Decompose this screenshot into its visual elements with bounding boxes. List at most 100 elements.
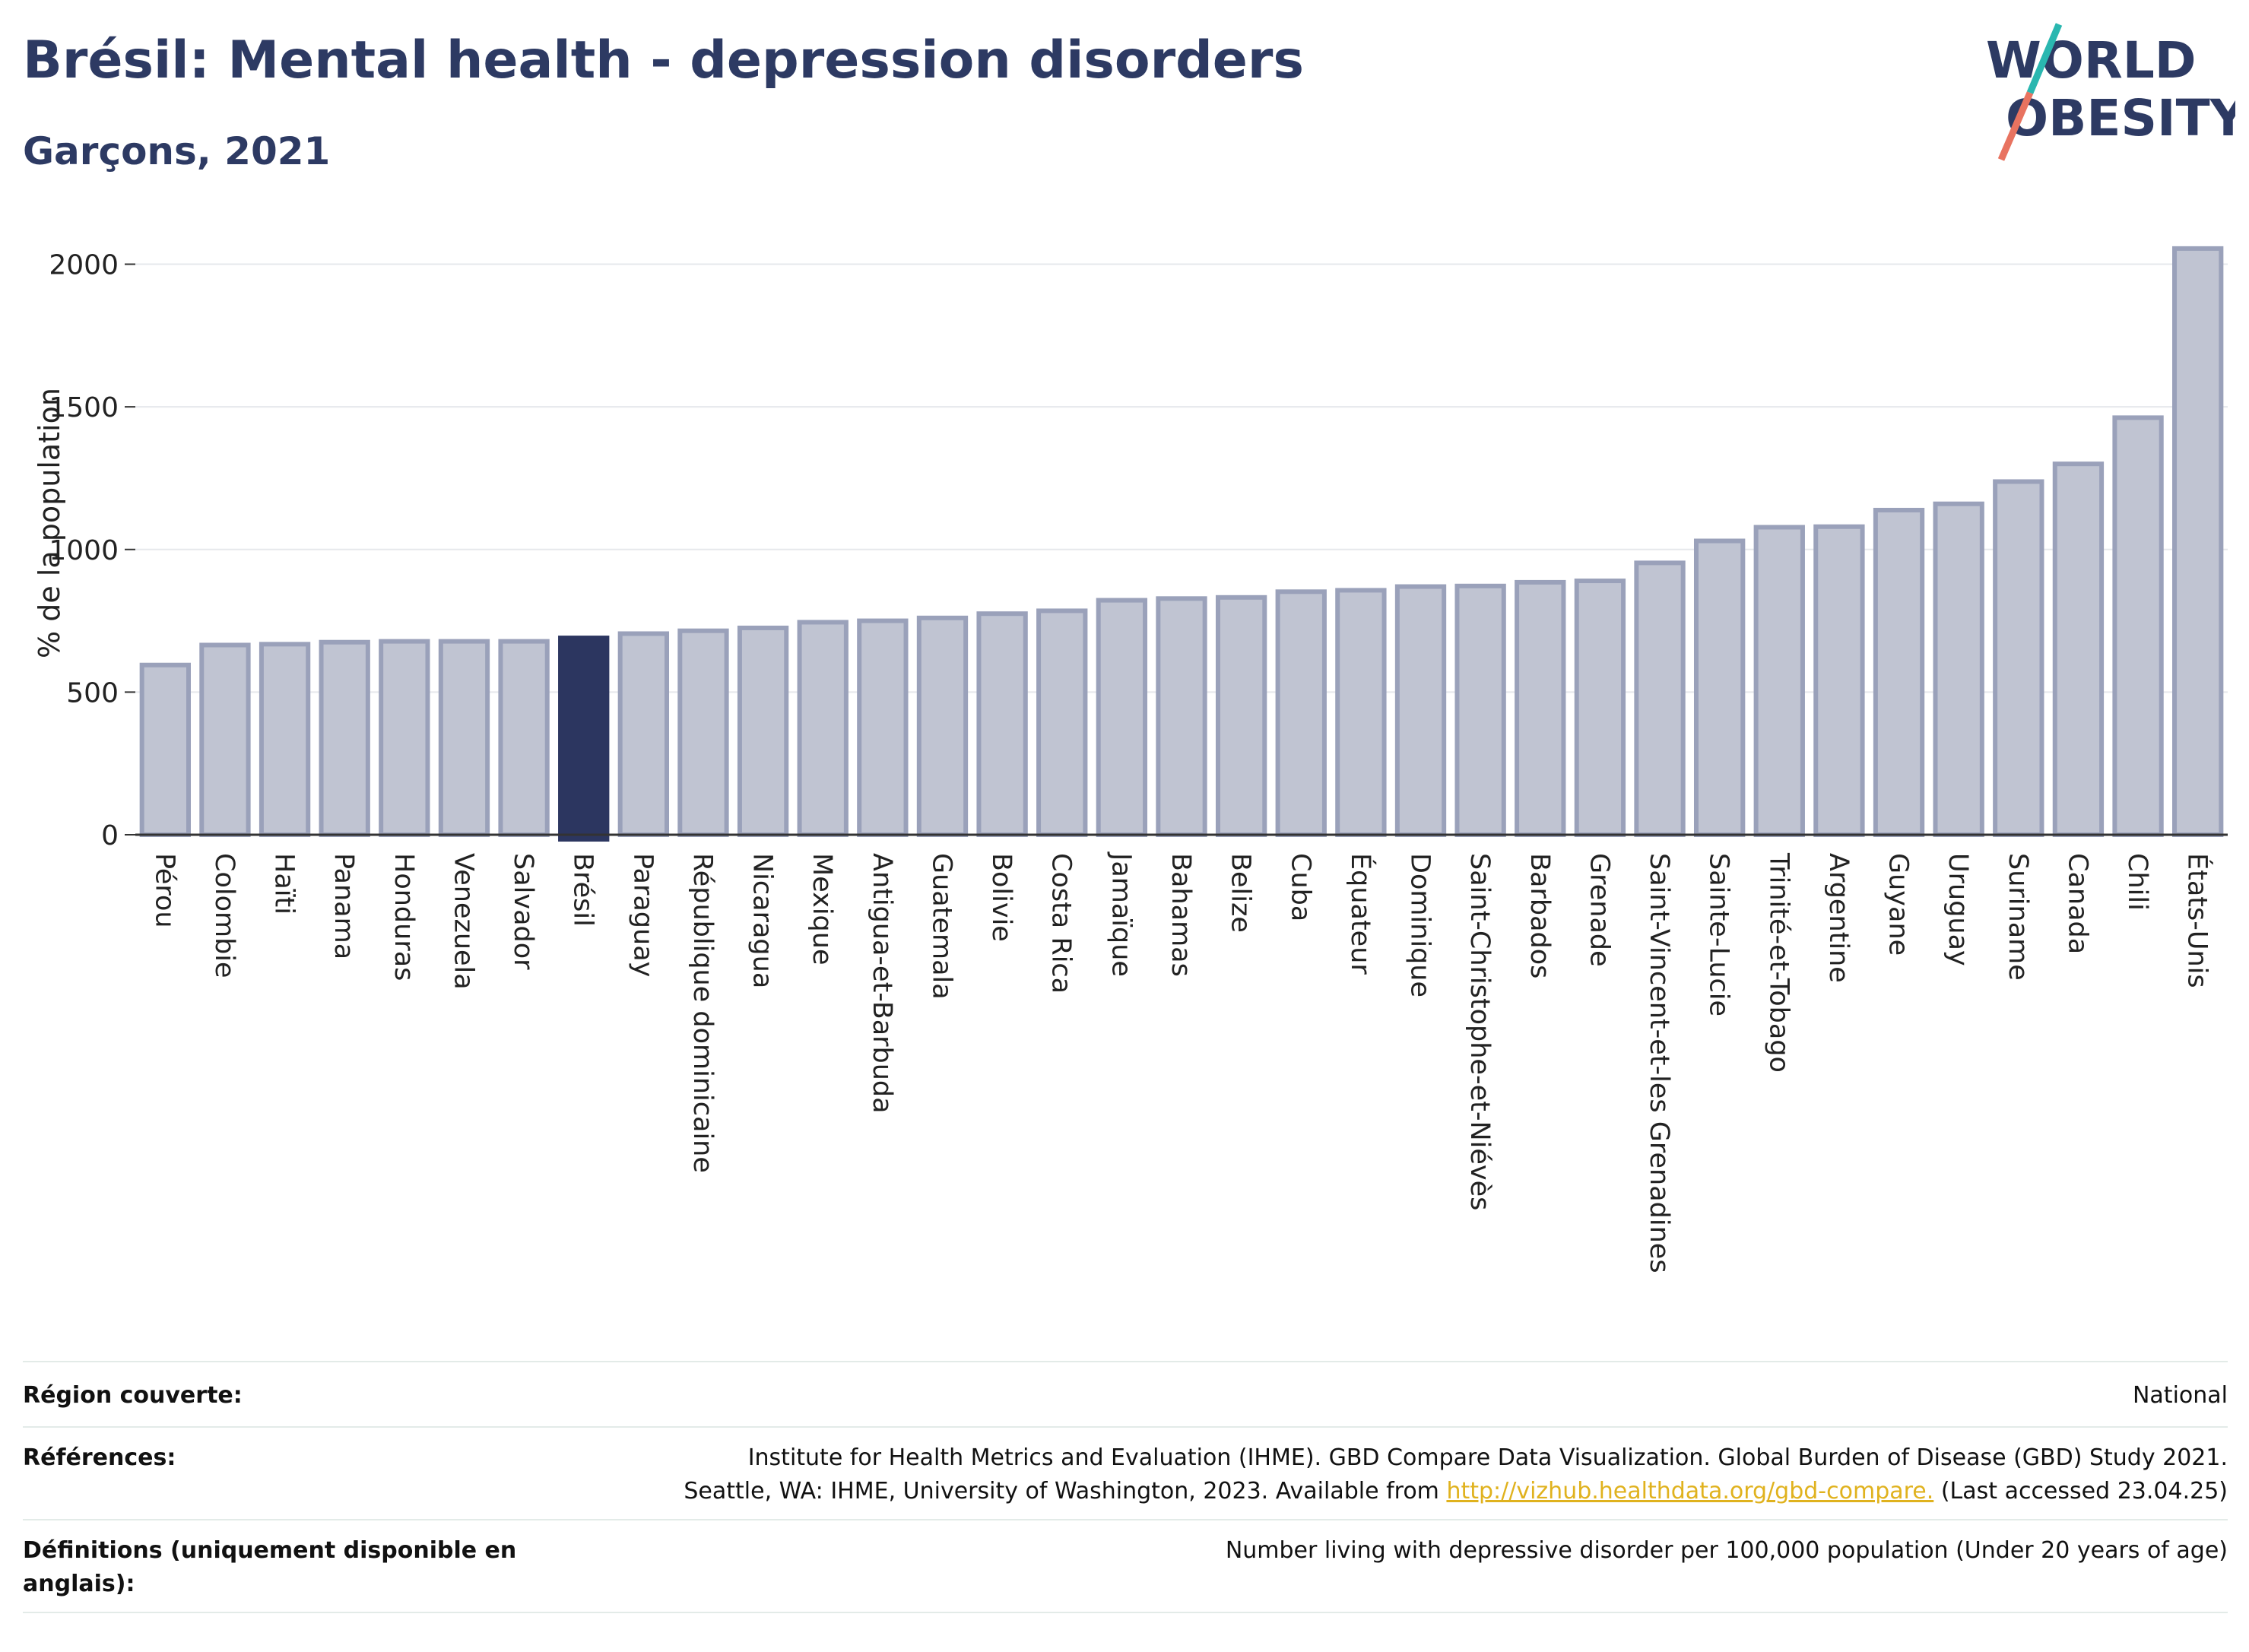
bar-nicaragua (737, 625, 789, 837)
footer-key-region: Région couverte: (23, 1382, 243, 1409)
bar-uruguay (1933, 501, 1984, 837)
references-link[interactable]: http://vizhub.healthdata.org/gbd-compare… (1446, 1478, 1934, 1505)
bar-colombie (199, 642, 251, 838)
footer-table: Région couverte: National Références: In… (23, 1361, 2228, 1613)
x-tick-label: Salvador (508, 853, 538, 970)
x-tick-label: Paraguay (627, 853, 658, 977)
footer-key-references: Références: (23, 1444, 176, 1471)
world-obesity-logo: WORLD OBESITY (1986, 23, 2235, 161)
bar-bahamas (1156, 596, 1207, 837)
footer-row-region: Région couverte: National (23, 1361, 2228, 1426)
x-tick-label: Bahamas (1166, 853, 1196, 977)
x-tick-label: Nicaragua (747, 853, 778, 988)
x-tick-label: Antigua-et-Barbuda (867, 853, 897, 1114)
x-tick-label: Barbados (1524, 853, 1555, 978)
x-tick-label: Costa Rica (1046, 853, 1077, 994)
bar-jamaïque (1096, 598, 1148, 837)
bar-dominique (1394, 584, 1447, 837)
bar-argentine (1813, 524, 1865, 837)
x-tick-label: Suriname (2003, 853, 2033, 981)
bar-canada (2052, 461, 2105, 837)
x-tick-label: Bolivie (986, 853, 1017, 942)
bars (139, 246, 2224, 842)
bar-bolivie (976, 611, 1028, 837)
bar-république-dominicaine (677, 628, 729, 837)
x-tick-label: Jamaïque (1105, 851, 1136, 977)
y-axis-label: % de la population (33, 388, 66, 658)
y-tick-label: 1500 (49, 392, 119, 423)
bar-grenade (1574, 579, 1626, 837)
footer-key-definitions: Définitions (uniquement disponible en an… (23, 1537, 517, 1597)
x-tick-label: Sainte-Lucie (1704, 853, 1734, 1016)
bar-suriname (1993, 479, 2044, 838)
bar-cuba (1275, 589, 1327, 837)
x-tick-label: Guatemala (926, 853, 956, 1000)
x-tick-label: Équateur (1345, 853, 1377, 975)
bar-mexique (797, 620, 849, 837)
bar-costa-rica (1036, 608, 1088, 837)
bar-saint-christophe-et-niévès (1454, 583, 1506, 837)
x-tick-label: République dominicaine (687, 853, 718, 1173)
x-tick-label: Honduras (389, 853, 419, 981)
x-tick-label: Brésil (568, 853, 598, 927)
bar-chili (2112, 415, 2164, 837)
x-tick-label: Dominique (1405, 853, 1435, 997)
x-tick-label: États-Unis (2182, 853, 2214, 988)
x-tick-label: Cuba (1285, 853, 1315, 921)
footer-row-references: Références: Institute for Health Metrics… (23, 1426, 2228, 1519)
bar-guyane (1873, 507, 1925, 838)
chart-subtitle: Garçons, 2021 (23, 129, 331, 173)
x-tick-label: Colombie (209, 853, 239, 978)
bar-trinité-et-tobago (1753, 525, 1805, 837)
bar-saint-vincent-et-les-grenadines (1634, 560, 1686, 837)
x-tick-label: Panama (328, 853, 359, 959)
bar-belize (1215, 595, 1267, 837)
y-tick-label: 2000 (49, 250, 119, 281)
x-tick-label: Haïti (269, 853, 300, 915)
x-tick-label: Saint-Christophe-et-Niévès (1464, 853, 1495, 1210)
x-tick-label: Argentine (1823, 853, 1854, 983)
y-tick-label: 1000 (49, 535, 119, 566)
references-line-2-post: (Last accessed 23.04.25) (1933, 1478, 2228, 1505)
x-tick-label: Venezuela (448, 853, 478, 990)
footer-value-definitions: Number living with depressive disorder p… (1225, 1537, 2228, 1564)
bar-pérou (139, 662, 191, 837)
bar-paraguay (617, 631, 670, 837)
y-tick-label: 0 (101, 820, 119, 851)
x-tick-label: Guyane (1883, 853, 1914, 956)
bar-brésil (558, 636, 610, 842)
x-tick-label: Canada (2062, 853, 2092, 954)
x-tick-label: Trinité-et-Tobago (1763, 852, 1794, 1073)
references-line-2-pre: Seattle, WA: IHME, University of Washing… (684, 1478, 1447, 1505)
axes: 0 500 1000 1500 2000 Pérou Colombie Haïti Panama… (49, 250, 2228, 1273)
bar-antigua-et-barbuda (857, 618, 909, 837)
bar-venezuela (438, 639, 490, 837)
x-tick-label: Mexique (807, 853, 837, 966)
x-tick-label: Pérou (149, 853, 179, 928)
bar-sainte-lucie (1693, 538, 1746, 837)
bar-panama (319, 639, 370, 838)
x-tick-label: Saint-Vincent-et-les Grenadines (1644, 853, 1674, 1273)
footer-value-region: National (2132, 1382, 2228, 1409)
bar-honduras (379, 639, 430, 837)
bar-haïti (259, 642, 311, 837)
y-tick-label: 500 (66, 677, 119, 709)
footer-value-references: Institute for Health Metrics and Evaluat… (684, 1441, 2228, 1508)
logo-slash-teal (2026, 23, 2063, 94)
x-tick-label: Uruguay (1943, 853, 1973, 966)
x-tick-label: Belize (1226, 853, 1256, 933)
bar-barbados (1515, 579, 1566, 838)
logo-word-obesity: OBESITY (2006, 89, 2235, 147)
references-line-1: Institute for Health Metrics and Evaluat… (747, 1444, 2228, 1471)
bar-chart: 0 500 1000 1500 2000 Pérou Colombie Haïti Panama… (33, 246, 2228, 1273)
chart-title: Brésil: Mental health - depression disor… (23, 30, 1304, 90)
bar-salvador (498, 639, 550, 837)
logo-word-world: WORLD (1986, 31, 2197, 90)
footer-row-definitions: Définitions (uniquement disponible en an… (23, 1519, 2228, 1613)
references-line-2: Seattle, WA: IHME, University of Washing… (684, 1475, 2228, 1508)
bar-guatemala (916, 615, 969, 837)
x-tick-label: Grenade (1584, 853, 1614, 967)
bar-états-unis (2172, 246, 2224, 837)
bar-équateur (1335, 588, 1387, 837)
logo-slash-coral (1997, 91, 2034, 161)
